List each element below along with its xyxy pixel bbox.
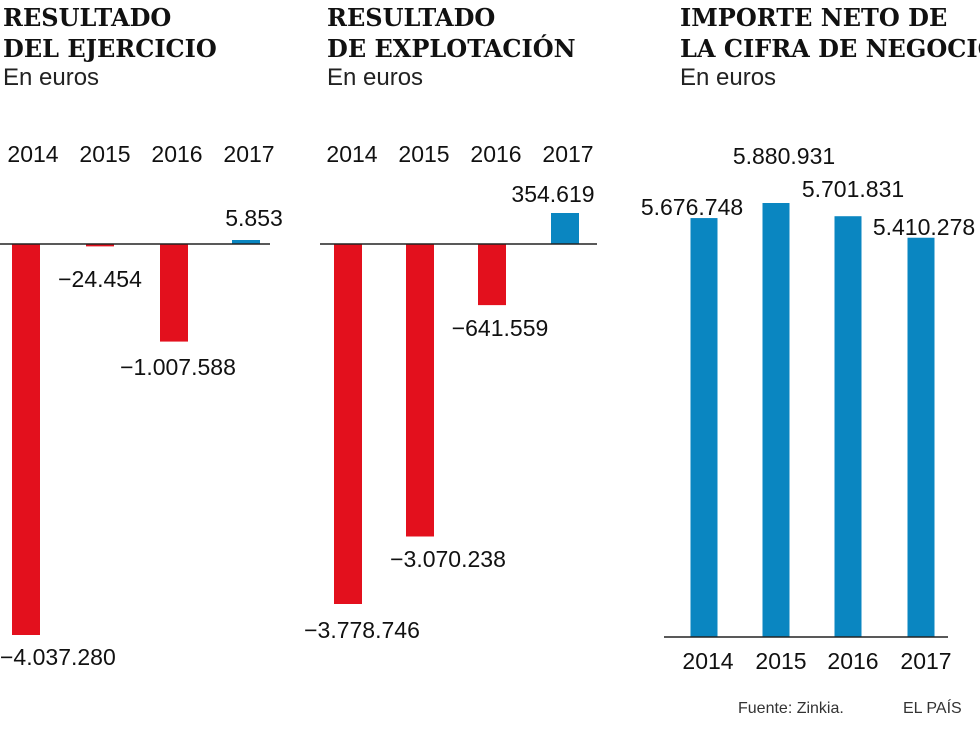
tick-label-2017: 2017 — [542, 141, 593, 167]
data-label-2014: 5.676.748 — [641, 194, 743, 220]
tick-label-2015: 2015 — [755, 648, 806, 674]
chart-title-line-1: RESULTADO — [3, 3, 171, 32]
tick-label-2015: 2015 — [398, 141, 449, 167]
data-label-2015: 5.880.931 — [733, 143, 835, 169]
chart-title-line-1: IMPORTE NETO DE — [680, 3, 947, 32]
bar-2017 — [232, 240, 260, 244]
bar-2014 — [12, 244, 40, 635]
tick-label-2014: 2014 — [326, 141, 377, 167]
bar-2017 — [551, 213, 579, 244]
source-note: Fuente: Zinkia. — [738, 700, 844, 717]
tick-label-2017: 2017 — [900, 648, 951, 674]
data-label-2016: −1.007.588 — [120, 354, 236, 380]
tick-label-2017: 2017 — [223, 141, 274, 167]
tick-label-2014: 2014 — [682, 648, 733, 674]
chart-subtitle: En euros — [327, 64, 423, 91]
brand-credit: EL PAÍS — [903, 698, 962, 717]
data-label-2015: −24.454 — [58, 266, 142, 292]
bar-2016 — [834, 216, 862, 637]
data-label-2017: 5.853 — [225, 205, 283, 231]
data-label-2017: 5.410.278 — [873, 214, 975, 240]
tick-label-2015: 2015 — [79, 141, 130, 167]
chart-title-line-2: DEL EJERCICIO — [3, 34, 217, 63]
data-label-2016: 5.701.831 — [802, 176, 904, 202]
data-label-2014: −3.778.746 — [304, 617, 420, 643]
data-label-2016: −641.559 — [452, 315, 549, 341]
tick-label-2016: 2016 — [827, 648, 878, 674]
data-label-2014: −4.037.280 — [0, 644, 116, 670]
bar-2015 — [762, 203, 790, 637]
chart-title-line-1: RESULTADO — [327, 3, 495, 32]
chart-title-line-2: LA CIFRA DE NEGOCIO — [680, 34, 980, 63]
bar-2014 — [690, 218, 718, 637]
bar-2014 — [334, 244, 362, 604]
bar-2016 — [478, 244, 506, 306]
tick-label-2014: 2014 — [7, 141, 58, 167]
bar-2016 — [160, 244, 188, 342]
bar-2015 — [406, 244, 434, 537]
data-label-2015: −3.070.238 — [390, 546, 506, 572]
tick-label-2016: 2016 — [151, 141, 202, 167]
chart-subtitle: En euros — [680, 64, 776, 91]
chart-subtitle: En euros — [3, 64, 99, 91]
bar-2017 — [907, 237, 935, 638]
tick-label-2016: 2016 — [470, 141, 521, 167]
bar-2015 — [86, 244, 114, 247]
data-label-2017: 354.619 — [511, 181, 594, 207]
chart-title-line-2: DE EXPLOTACIÓN — [327, 34, 576, 63]
